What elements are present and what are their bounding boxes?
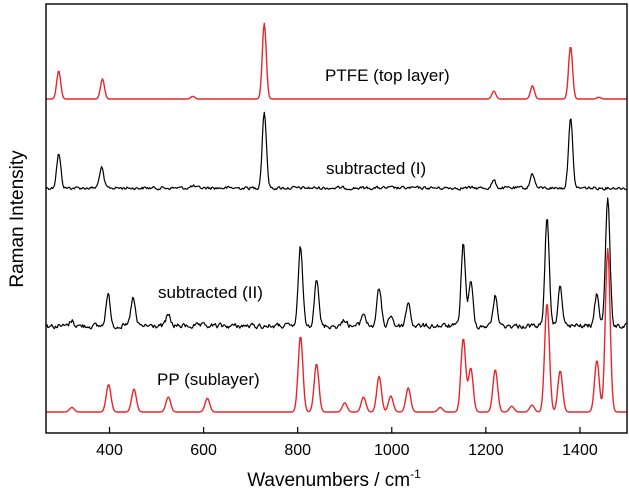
x-axis-title-main: Wavenumbers / cm — [247, 470, 410, 491]
series-line-subtracted-i — [45, 111, 627, 191]
subtracted-i-label: subtracted (I) — [326, 159, 426, 178]
plot-frame — [45, 3, 628, 434]
x-tick-label-600: 600 — [190, 442, 217, 459]
series-line-pp-sublayer — [46, 247, 627, 413]
x-tick-label-1400: 1400 — [562, 442, 598, 459]
x-axis-title: Wavenumbers / cm-1 — [247, 467, 421, 491]
x-axis-title-superscript: -1 — [410, 467, 421, 481]
pp-sublayer-label: PP (sublayer) — [157, 370, 260, 389]
subtracted-ii-label: subtracted (II) — [158, 283, 263, 302]
ptfe-top-layer-label: PTFE (top layer) — [325, 66, 450, 85]
x-tick-label-800: 800 — [284, 442, 311, 459]
y-axis-title: Raman Intensity — [7, 150, 28, 288]
series-line-ptfe-top-layer — [46, 22, 627, 100]
x-tick-label-1000: 1000 — [374, 442, 410, 459]
series-line-subtracted-ii — [45, 197, 627, 330]
x-tick-label-1200: 1200 — [468, 442, 504, 459]
x-axis-ticks: 400 600 800 1000 1200 1400 — [96, 427, 598, 459]
x-tick-label-400: 400 — [96, 442, 123, 459]
spectra-lines — [45, 22, 627, 413]
